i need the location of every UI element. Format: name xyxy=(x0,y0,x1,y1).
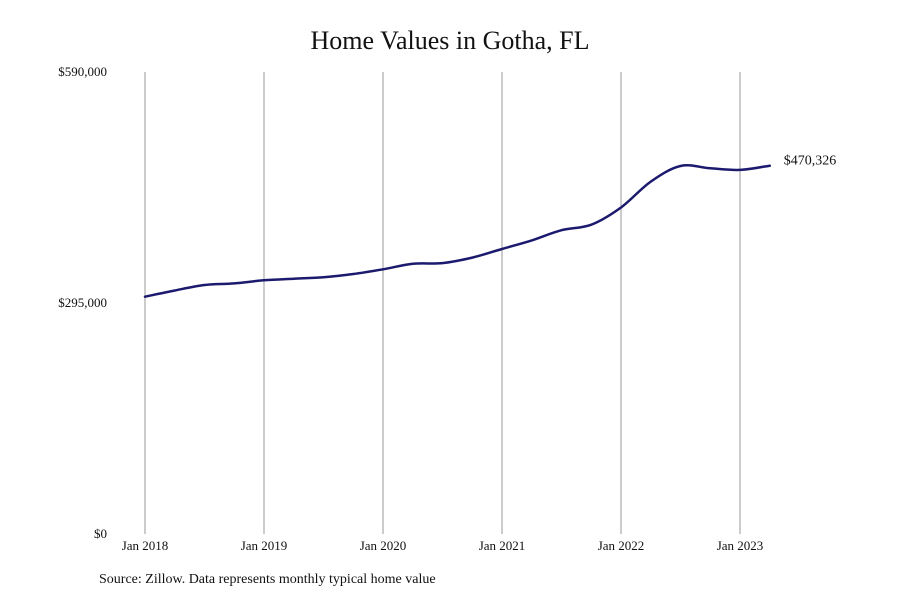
y-tick-label: $295,000 xyxy=(58,295,107,310)
x-tick-label: Jan 2019 xyxy=(241,538,288,553)
x-tick-label: Jan 2022 xyxy=(598,538,645,553)
source-note: Source: Zillow. Data represents monthly … xyxy=(99,572,436,587)
chart-title: Home Values in Gotha, FL xyxy=(310,26,590,55)
x-tick-label: Jan 2023 xyxy=(717,538,764,553)
x-tick-label: Jan 2018 xyxy=(122,538,169,553)
series-line xyxy=(143,164,772,298)
end-value-label: $470,326 xyxy=(784,154,837,169)
x-tick-label: Jan 2020 xyxy=(360,538,407,553)
y-tick-label: $590,000 xyxy=(58,64,107,79)
y-tick-label: $0 xyxy=(94,526,107,541)
x-tick-label: Jan 2021 xyxy=(479,538,526,553)
